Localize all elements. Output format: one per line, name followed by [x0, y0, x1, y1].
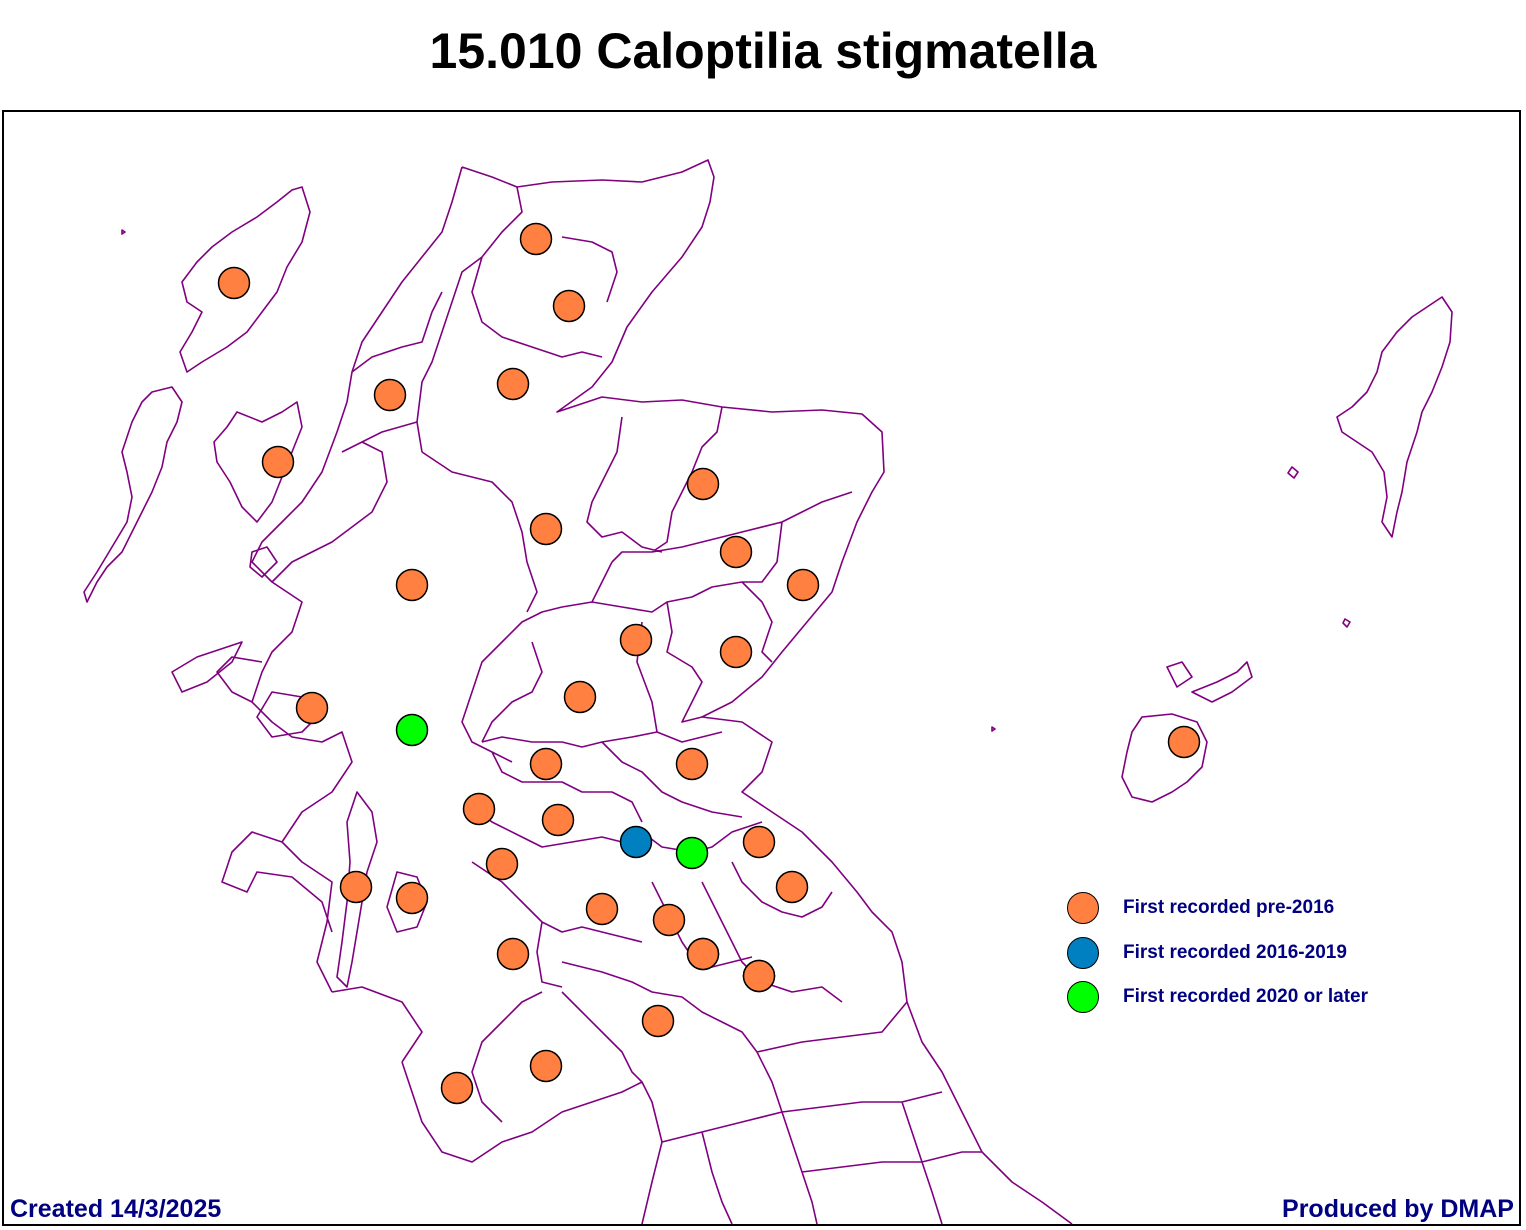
record-dot-pre2016 — [295, 691, 329, 725]
record-dot-pre2016 — [742, 825, 776, 859]
record-dot-pre2016 — [686, 467, 720, 501]
producer-credit: Produced by DMAP — [1282, 1195, 1514, 1223]
record-dot-pre2016 — [519, 222, 553, 256]
legend-item-pre2016: First recorded pre-2016 — [1066, 890, 1466, 926]
record-dot-pre2016 — [373, 378, 407, 412]
record-dot-pre2016 — [686, 937, 720, 971]
record-dot-pre2016 — [217, 266, 251, 300]
legend-label-2016-2019: First recorded 2016-2019 — [1123, 942, 1347, 963]
record-dot-pre2016 — [585, 892, 619, 926]
record-dot-pre2016 — [619, 623, 653, 657]
record-dot-pre2016 — [675, 747, 709, 781]
record-dot-pre2016 — [641, 1004, 675, 1038]
shetland — [1287, 296, 1453, 628]
map-canvas — [83, 159, 1453, 1224]
small-islands — [121, 229, 996, 732]
legend-dot-2016-2019 — [1067, 937, 1099, 969]
record-dot-pre2016 — [552, 289, 586, 323]
skye-and-inner-isles — [171, 401, 323, 738]
created-date: Created 14/3/2025 — [10, 1195, 222, 1223]
map-frame: First recorded pre-2016 First recorded 2… — [2, 110, 1521, 1226]
kintyre-arran — [336, 791, 428, 988]
record-dot-pre2016 — [719, 535, 753, 569]
record-dot-y2020-later — [675, 836, 709, 870]
record-dot-pre2016 — [1167, 725, 1201, 759]
record-dot-pre2016 — [529, 1049, 563, 1083]
internal-boundaries — [341, 186, 982, 1224]
vice-county-boundaries — [83, 159, 1453, 1224]
record-dot-pre2016 — [395, 568, 429, 602]
legend-label-pre2016: First recorded pre-2016 — [1123, 897, 1335, 918]
legend-item-2020-later: First recorded 2020 or later — [1066, 979, 1466, 1015]
record-dot-pre2016 — [462, 792, 496, 826]
record-dot-pre2016 — [775, 870, 809, 904]
outer-hebrides — [83, 186, 311, 603]
record-dot-pre2016 — [496, 937, 530, 971]
record-dot-pre2016 — [395, 881, 429, 915]
legend-item-2016-2019: First recorded 2016-2019 — [1066, 935, 1466, 971]
record-dot-pre2016 — [541, 803, 575, 837]
record-dot-pre2016 — [529, 512, 563, 546]
record-dot-pre2016 — [652, 903, 686, 937]
record-dot-pre2016 — [719, 635, 753, 669]
record-dot-pre2016 — [339, 870, 373, 904]
record-dot-pre2016 — [529, 747, 563, 781]
legend-dot-2020-later — [1067, 981, 1099, 1013]
mainland-coastline — [216, 159, 1073, 1224]
record-dot-pre2016 — [563, 680, 597, 714]
record-dot-pre2016 — [742, 959, 776, 993]
record-dot-y2020-later — [395, 713, 429, 747]
record-dot-pre2016 — [440, 1071, 474, 1105]
records-layer — [217, 222, 1201, 1105]
orkney — [1121, 661, 1253, 803]
map-title: 15.010 Caloptilia stigmatella — [429, 23, 1097, 79]
legend-dot-pre2016 — [1067, 892, 1099, 924]
record-dot-pre2016 — [485, 847, 519, 881]
record-dot-pre2016 — [496, 367, 530, 401]
legend-label-2020-later: First recorded 2020 or later — [1123, 986, 1368, 1007]
record-dot-y2016-2019 — [619, 825, 653, 859]
record-dot-pre2016 — [261, 445, 295, 479]
record-dot-pre2016 — [786, 568, 820, 602]
